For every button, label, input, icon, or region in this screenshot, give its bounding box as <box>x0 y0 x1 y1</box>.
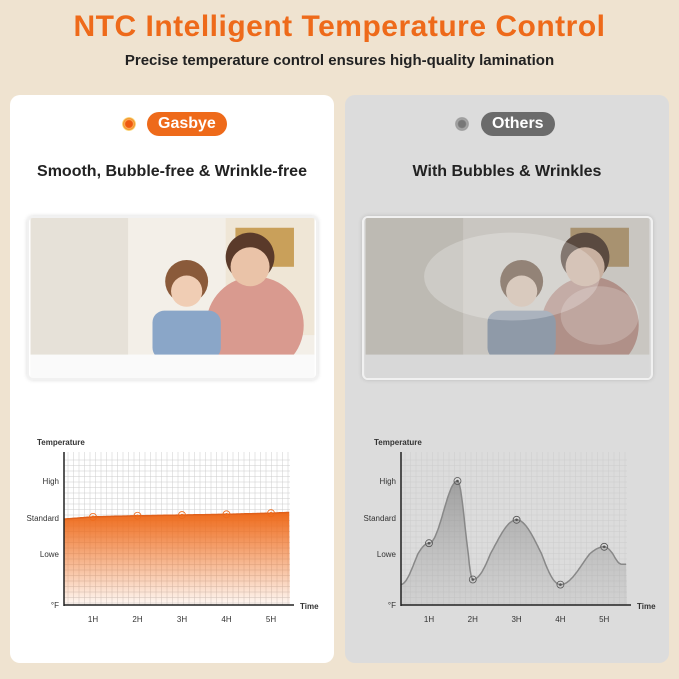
others-badge: Others <box>481 112 555 136</box>
grey-dot-icon <box>455 117 469 131</box>
gasbye-badge: Gasbye <box>147 112 227 136</box>
page-title: NTC Intelligent Temperature Control <box>73 10 606 43</box>
laminated-photo-clear <box>27 216 318 380</box>
others-caption: With Bubbles & Wrinkles <box>412 163 602 180</box>
laminated-photo-bubbled <box>362 216 653 380</box>
glow-dot-icon <box>122 117 136 131</box>
gasbye-panel: Gasbye Smooth, Bubble-free & Wrinkle-fre… <box>10 95 334 663</box>
page-subtitle: Precise temperature control ensures high… <box>124 52 555 69</box>
gasbye-caption: Smooth, Bubble-free & Wrinkle-free <box>37 163 307 180</box>
others-panel: Others With Bubbles & Wrinkles <box>345 95 669 663</box>
